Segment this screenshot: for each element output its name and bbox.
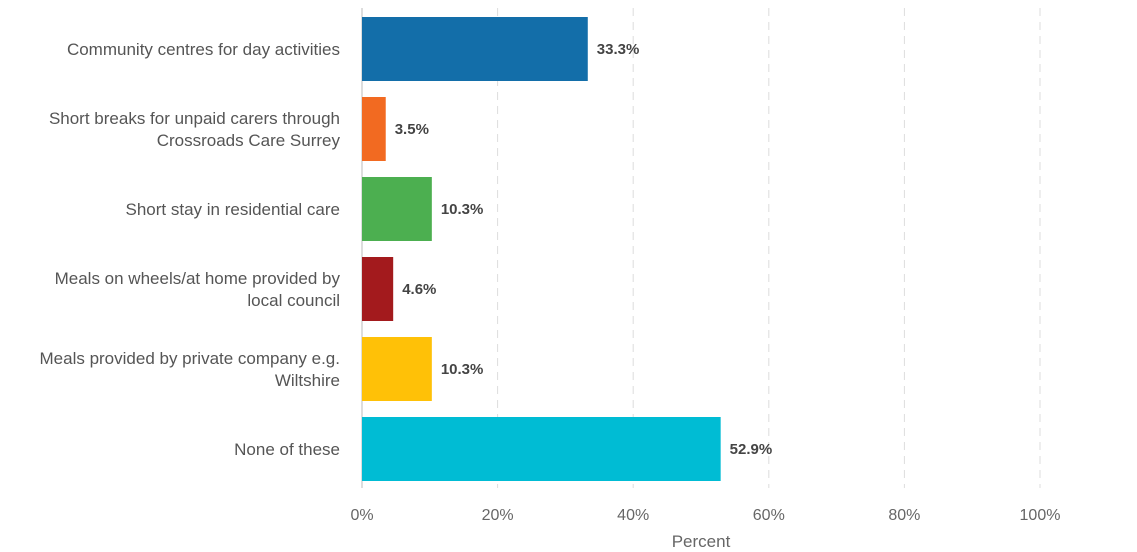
data-label: 33.3%	[597, 41, 640, 58]
category-label-line: None of these	[234, 440, 340, 459]
x-tick-label: 40%	[617, 507, 649, 524]
category-label-line: Meals provided by private company e.g.	[40, 349, 341, 368]
category-label: None of these	[234, 440, 340, 459]
x-tick-label: 0%	[350, 507, 373, 524]
gridlines	[361, 8, 1041, 488]
bar	[362, 177, 432, 241]
category-label-line: Community centres for day activities	[67, 40, 340, 59]
category-labels: Community centres for day activities Shor…	[40, 40, 341, 459]
data-label: 52.9%	[730, 441, 773, 458]
bar	[362, 97, 386, 161]
category-label-line: Wiltshire	[275, 371, 340, 390]
data-labels: 33.3% 3.5% 10.3% 4.6% 10.3% 52.9%	[395, 41, 772, 458]
x-tick-label: 60%	[753, 507, 785, 524]
category-label: Short stay in residential care	[126, 200, 341, 219]
category-label: Short breaks for unpaid carers through Cr…	[49, 109, 341, 150]
data-label: 10.3%	[441, 361, 484, 378]
data-label: 3.5%	[395, 121, 429, 138]
bar	[362, 17, 588, 81]
category-label-line: Crossroads Care Surrey	[157, 131, 341, 150]
bar	[362, 257, 394, 321]
bars	[362, 17, 721, 481]
x-axis-ticks: 0% 20% 40% 60% 80% 100%	[350, 507, 1060, 524]
category-label-line: Meals on wheels/at home provided by	[55, 269, 341, 288]
category-label-line: local council	[247, 291, 340, 310]
bar	[362, 337, 432, 401]
x-tick-label: 20%	[482, 507, 514, 524]
category-label: Meals provided by private company e.g. Wi…	[40, 349, 341, 390]
category-label: Meals on wheels/at home provided by local…	[55, 269, 341, 310]
x-tick-label: 100%	[1020, 507, 1061, 524]
x-tick-label: 80%	[888, 507, 920, 524]
data-label: 4.6%	[402, 281, 436, 298]
x-axis-title: Percent	[672, 532, 731, 551]
data-label: 10.3%	[441, 201, 484, 218]
category-label-line: Short breaks for unpaid carers through	[49, 109, 340, 128]
category-label-line: Short stay in residential care	[126, 200, 341, 219]
category-label: Community centres for day activities	[67, 40, 340, 59]
bar	[362, 417, 721, 481]
